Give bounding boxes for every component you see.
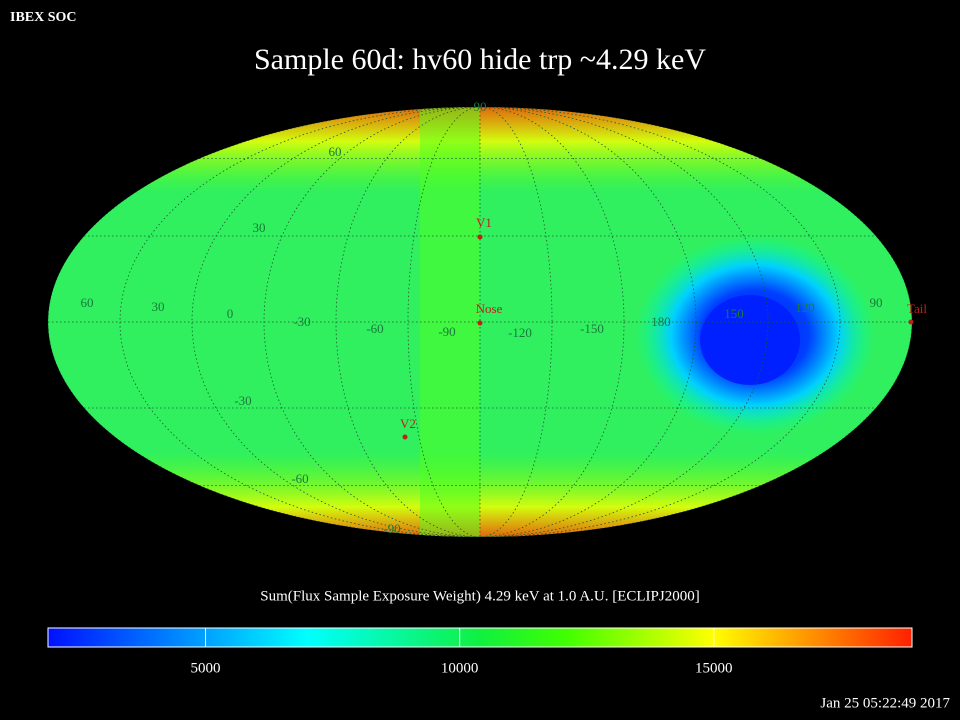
- marker-label: V1: [476, 215, 492, 230]
- lat-label: -90: [383, 521, 400, 536]
- lon-label: 150: [724, 306, 744, 321]
- lon-label: 120: [795, 300, 815, 315]
- lon-label: -60: [366, 321, 383, 336]
- lon-label: -120: [508, 325, 532, 340]
- lat-label: -60: [291, 471, 308, 486]
- lon-label: -90: [438, 324, 455, 339]
- colorbar-ticks: 5000 10000 15000: [191, 628, 733, 676]
- colorbar-tick-label: 5000: [191, 660, 221, 676]
- marker-label: Tail: [907, 301, 927, 316]
- marker-dot: [402, 434, 408, 440]
- lon-label: 180: [651, 314, 671, 329]
- source-label: IBEX SOC: [10, 10, 77, 25]
- longitude-labels: 60 30 0 -30 -60 -90 -120 -150 180 150 12…: [81, 295, 883, 340]
- lon-label: 0: [227, 306, 234, 321]
- lat-label: 90: [474, 99, 487, 114]
- marker-dot: [477, 234, 483, 240]
- marker-dot: [908, 319, 914, 325]
- lon-label: 60: [81, 295, 94, 310]
- lon-label: -150: [580, 321, 604, 336]
- marker-dot: [477, 320, 483, 326]
- lon-label: 30: [152, 299, 165, 314]
- colorbar-tick-label: 15000: [695, 660, 733, 676]
- marker-label: V2: [400, 416, 416, 431]
- lat-label: 60: [329, 144, 342, 159]
- colorbar-tick-label: 10000: [441, 660, 479, 676]
- lat-label: 30: [253, 220, 266, 235]
- markers: V1 Nose V2 Tail: [400, 215, 927, 440]
- latitude-labels: 90 60 30 -30 -60 -90: [234, 99, 486, 536]
- lon-label: -30: [293, 314, 310, 329]
- title: Sample 60d: hv60 hide trp ~4.29 keV: [254, 43, 706, 76]
- graticule: [48, 107, 912, 537]
- timestamp: Jan 25 05:22:49 2017: [820, 695, 950, 711]
- marker-label: Nose: [476, 301, 503, 316]
- colorbar: [47, 627, 913, 648]
- lat-label: -30: [234, 393, 251, 408]
- lon-label: 90: [870, 295, 883, 310]
- colorbar-label: Sum(Flux Sample Exposure Weight) 4.29 ke…: [260, 588, 699, 604]
